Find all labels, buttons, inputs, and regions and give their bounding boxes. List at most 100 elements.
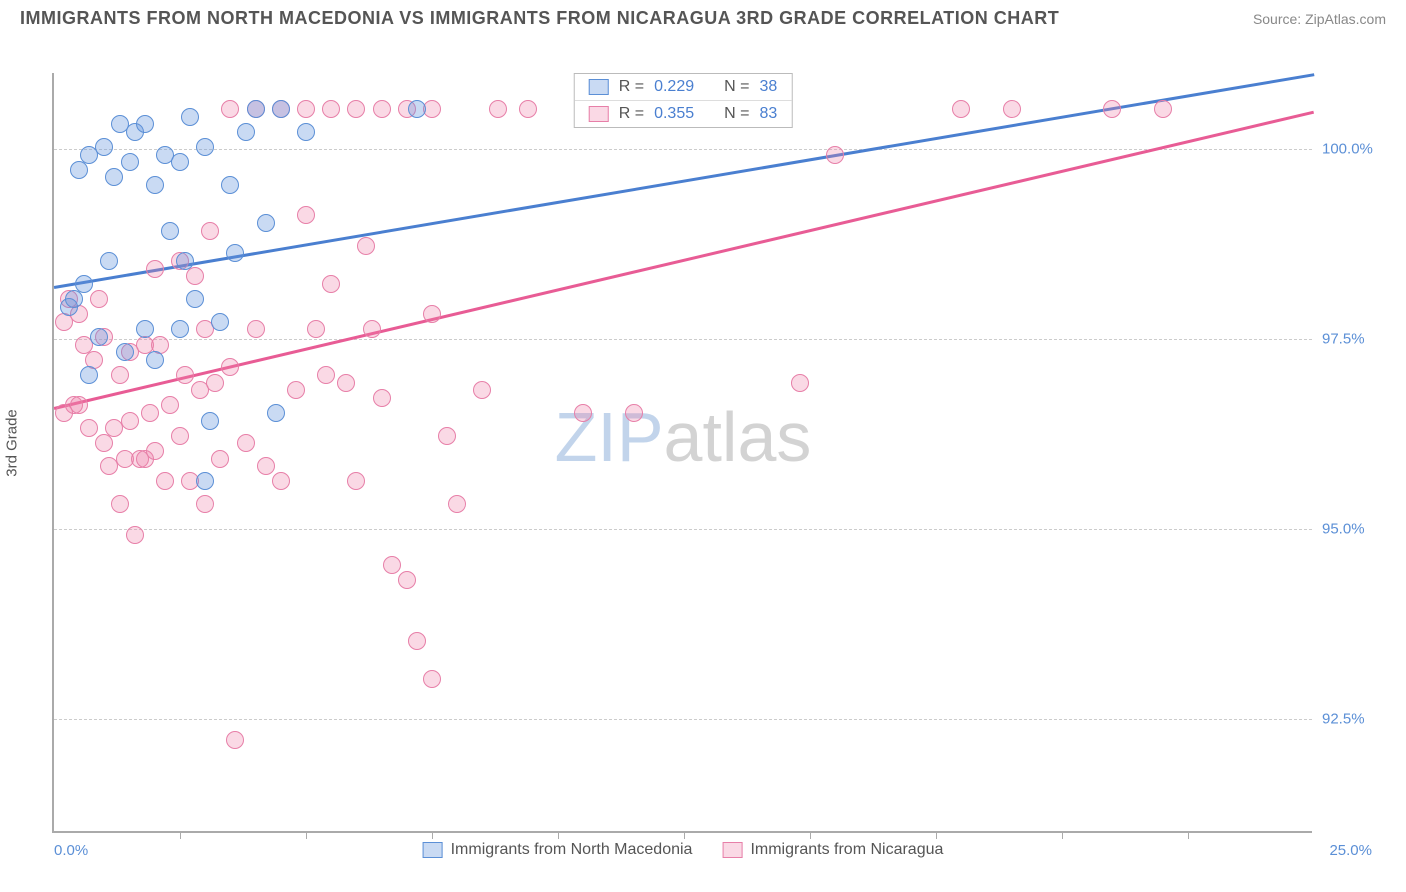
data-point [121, 412, 139, 430]
x-tick [810, 831, 811, 839]
data-point [146, 351, 164, 369]
data-point [100, 252, 118, 270]
data-point [473, 381, 491, 399]
data-point [221, 176, 239, 194]
data-point [287, 381, 305, 399]
chart-container: 3rd Grade ZIPatlas R =0.229N =38R =0.355… [0, 33, 1406, 853]
data-point [111, 366, 129, 384]
y-tick-label: 100.0% [1322, 141, 1382, 158]
x-tick [1188, 831, 1189, 839]
data-point [237, 434, 255, 452]
legend-swatch [722, 842, 742, 858]
trend-line [54, 111, 1315, 410]
data-point [226, 244, 244, 262]
watermark-part1: ZIP [555, 398, 664, 476]
stat-r-label: R = [619, 78, 644, 96]
data-point [625, 404, 643, 422]
plot-area: ZIPatlas R =0.229N =38R =0.355N =83 Immi… [52, 73, 1312, 833]
data-point [95, 434, 113, 452]
data-point [952, 100, 970, 118]
stat-swatch [589, 106, 609, 122]
data-point [80, 419, 98, 437]
y-tick-label: 97.5% [1322, 331, 1382, 348]
x-tick [432, 831, 433, 839]
data-point [196, 472, 214, 490]
x-tick [180, 831, 181, 839]
data-point [171, 427, 189, 445]
data-point [267, 404, 285, 422]
data-point [1003, 100, 1021, 118]
data-point [196, 138, 214, 156]
data-point [176, 252, 194, 270]
data-point [574, 404, 592, 422]
data-point [383, 556, 401, 574]
grid-line [54, 529, 1312, 530]
data-point [408, 632, 426, 650]
watermark-part2: atlas [664, 398, 812, 476]
x-tick-max: 25.0% [1329, 842, 1372, 859]
stat-row: R =0.229N =38 [575, 74, 792, 101]
data-point [181, 108, 199, 126]
data-point [221, 100, 239, 118]
data-point [519, 100, 537, 118]
x-tick [558, 831, 559, 839]
data-point [141, 404, 159, 422]
data-point [297, 206, 315, 224]
source-label: Source: ZipAtlas.com [1253, 11, 1386, 27]
watermark: ZIPatlas [555, 397, 812, 477]
grid-line [54, 339, 1312, 340]
x-tick [684, 831, 685, 839]
stat-n-label: N = [724, 78, 749, 96]
data-point [317, 366, 335, 384]
data-point [322, 275, 340, 293]
data-point [171, 320, 189, 338]
data-point [105, 168, 123, 186]
data-point [1103, 100, 1121, 118]
data-point [423, 670, 441, 688]
y-axis-label: 3rd Grade [4, 409, 21, 477]
data-point [337, 374, 355, 392]
data-point [423, 305, 441, 323]
data-point [272, 100, 290, 118]
data-point [347, 100, 365, 118]
data-point [373, 389, 391, 407]
data-point [65, 290, 83, 308]
data-point [257, 457, 275, 475]
data-point [176, 366, 194, 384]
data-point [75, 275, 93, 293]
data-point [226, 731, 244, 749]
chart-title: IMMIGRANTS FROM NORTH MACEDONIA VS IMMIG… [20, 8, 1059, 29]
data-point [136, 320, 154, 338]
data-point [146, 260, 164, 278]
data-point [136, 115, 154, 133]
data-point [211, 313, 229, 331]
data-point [186, 267, 204, 285]
data-point [116, 343, 134, 361]
data-point [826, 146, 844, 164]
data-point [70, 396, 88, 414]
grid-line [54, 719, 1312, 720]
data-point [95, 138, 113, 156]
x-tick [306, 831, 307, 839]
bottom-legend: Immigrants from North MacedoniaImmigrant… [423, 841, 944, 859]
data-point [247, 320, 265, 338]
data-point [448, 495, 466, 513]
legend-swatch [423, 842, 443, 858]
data-point [489, 100, 507, 118]
stat-n-value: 38 [759, 78, 777, 96]
data-point [297, 123, 315, 141]
data-point [171, 153, 189, 171]
y-tick-label: 95.0% [1322, 521, 1382, 538]
data-point [791, 374, 809, 392]
y-tick-label: 92.5% [1322, 711, 1382, 728]
data-point [1154, 100, 1172, 118]
data-point [211, 450, 229, 468]
data-point [186, 290, 204, 308]
stat-r-value: 0.355 [654, 105, 694, 123]
data-point [272, 472, 290, 490]
data-point [70, 161, 88, 179]
data-point [196, 495, 214, 513]
data-point [201, 222, 219, 240]
data-point [408, 100, 426, 118]
legend-label: Immigrants from North Macedonia [451, 841, 693, 859]
